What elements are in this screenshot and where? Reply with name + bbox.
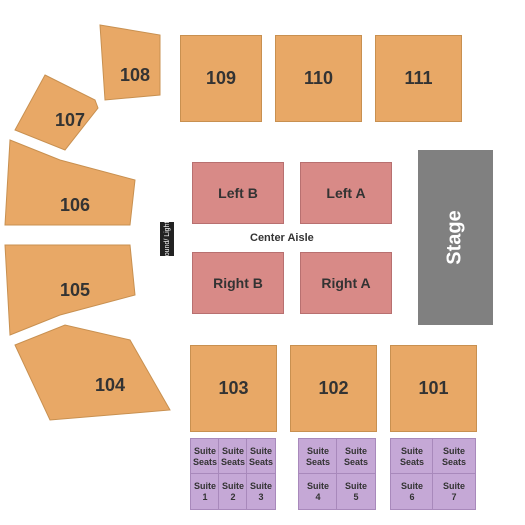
seating-map: 109 110 111 103 102 101 Left B Left A Right B Ri… — [0, 0, 525, 525]
suite-seats-label: SuiteSeats — [221, 446, 245, 468]
suite-label: Suite1 — [194, 481, 216, 503]
upper-section-104[interactable] — [15, 325, 170, 420]
suite-seats-label: SuiteSeats — [193, 446, 217, 468]
section-label: Left B — [218, 185, 258, 201]
suite-label: Suite6 — [401, 481, 423, 503]
suite-seats-label: SuiteSeats — [306, 446, 330, 468]
upper-section-109[interactable]: 109 — [180, 35, 262, 122]
floor-section-right-a[interactable]: Right A — [300, 252, 392, 314]
upper-section-102[interactable]: 102 — [290, 345, 377, 432]
suite-seats-label: SuiteSeats — [249, 446, 273, 468]
suite-seats-1[interactable]: SuiteSeats — [190, 438, 220, 475]
suite-1[interactable]: Suite1 — [190, 473, 220, 510]
sound-lights-booth: Sound/ Lights — [160, 222, 174, 256]
suite-label: Suite3 — [250, 481, 272, 503]
stage: Stage — [418, 150, 493, 325]
section-label: 110 — [304, 68, 333, 89]
section-label: 109 — [206, 68, 236, 89]
suite-label: Suite4 — [307, 481, 329, 503]
suite-3[interactable]: Suite3 — [246, 473, 276, 510]
upper-section-108[interactable] — [100, 25, 160, 100]
suite-seats-5[interactable]: SuiteSeats — [336, 438, 376, 475]
suite-label: Suite7 — [443, 481, 465, 503]
suite-seats-label: SuiteSeats — [344, 446, 368, 468]
stage-label: Stage — [444, 210, 467, 264]
suite-seats-2[interactable]: SuiteSeats — [218, 438, 248, 475]
upper-section-101[interactable]: 101 — [390, 345, 477, 432]
section-label: 102 — [318, 378, 348, 399]
suite-label: Suite5 — [345, 481, 367, 503]
suite-seats-3[interactable]: SuiteSeats — [246, 438, 276, 475]
floor-section-left-a[interactable]: Left A — [300, 162, 392, 224]
suite-2[interactable]: Suite2 — [218, 473, 248, 510]
upper-section-111[interactable]: 111 — [375, 35, 462, 122]
suite-6[interactable]: Suite6 — [390, 473, 434, 510]
suite-seats-6[interactable]: SuiteSeats — [390, 438, 434, 475]
sound-lights-label: Sound/ Lights — [164, 218, 171, 261]
section-label: 101 — [418, 378, 448, 399]
center-aisle-label: Center Aisle — [250, 232, 314, 244]
suite-seats-label: SuiteSeats — [442, 446, 466, 468]
section-label: 111 — [404, 68, 432, 89]
suite-label: Suite2 — [222, 481, 244, 503]
upper-section-110[interactable]: 110 — [275, 35, 362, 122]
suite-5[interactable]: Suite5 — [336, 473, 376, 510]
suite-7[interactable]: Suite7 — [432, 473, 476, 510]
upper-section-106[interactable] — [5, 140, 135, 225]
upper-section-105[interactable] — [5, 245, 135, 335]
section-label: 103 — [218, 378, 248, 399]
upper-section-103[interactable]: 103 — [190, 345, 277, 432]
floor-section-right-b[interactable]: Right B — [192, 252, 284, 314]
suite-seats-label: SuiteSeats — [400, 446, 424, 468]
section-label: Right B — [213, 275, 263, 291]
suite-4[interactable]: Suite4 — [298, 473, 338, 510]
upper-section-107[interactable] — [15, 75, 98, 150]
floor-section-left-b[interactable]: Left B — [192, 162, 284, 224]
section-label: Left A — [326, 185, 365, 201]
suite-seats-7[interactable]: SuiteSeats — [432, 438, 476, 475]
section-label: Right A — [321, 275, 370, 291]
suite-seats-4[interactable]: SuiteSeats — [298, 438, 338, 475]
